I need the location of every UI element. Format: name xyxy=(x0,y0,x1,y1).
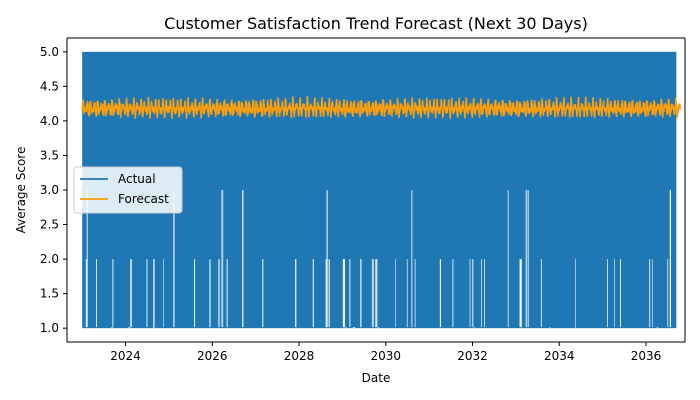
x-tick-label: 2036 xyxy=(631,349,662,363)
y-tick-label: 1.0 xyxy=(40,321,59,335)
y-tick-label: 2.0 xyxy=(40,252,59,266)
y-tick-label: 1.5 xyxy=(40,287,59,301)
x-tick-label: 2034 xyxy=(544,349,575,363)
x-tick-label: 2026 xyxy=(197,349,228,363)
legend-entry-forecast: Forecast xyxy=(118,192,169,206)
y-axis-label: Average Score xyxy=(14,147,28,234)
x-tick-label: 2028 xyxy=(284,349,315,363)
chart-title: Customer Satisfaction Trend Forecast (Ne… xyxy=(164,14,588,33)
x-axis: 2024 2026 2028 2030 2032 2034 2036 xyxy=(110,342,661,363)
y-tick-label: 3.0 xyxy=(40,183,59,197)
y-tick-label: 5.0 xyxy=(40,45,59,59)
x-axis-label: Date xyxy=(362,371,391,385)
y-tick-label: 2.5 xyxy=(40,218,59,232)
legend: Actual Forecast xyxy=(73,166,183,214)
legend-entry-actual: Actual xyxy=(118,172,156,186)
y-tick-label: 4.5 xyxy=(40,79,59,93)
y-tick-label: 3.5 xyxy=(40,148,59,162)
x-tick-label: 2030 xyxy=(370,349,401,363)
y-tick-label: 4.0 xyxy=(40,114,59,128)
forecast-series-line xyxy=(81,95,682,120)
actual-series-gaps xyxy=(85,190,672,329)
x-tick-label: 2032 xyxy=(457,349,488,363)
x-tick-label: 2024 xyxy=(110,349,141,363)
y-axis: 1.0 1.5 2.0 2.5 3.0 3.5 4.0 4.5 5.0 xyxy=(40,45,67,335)
